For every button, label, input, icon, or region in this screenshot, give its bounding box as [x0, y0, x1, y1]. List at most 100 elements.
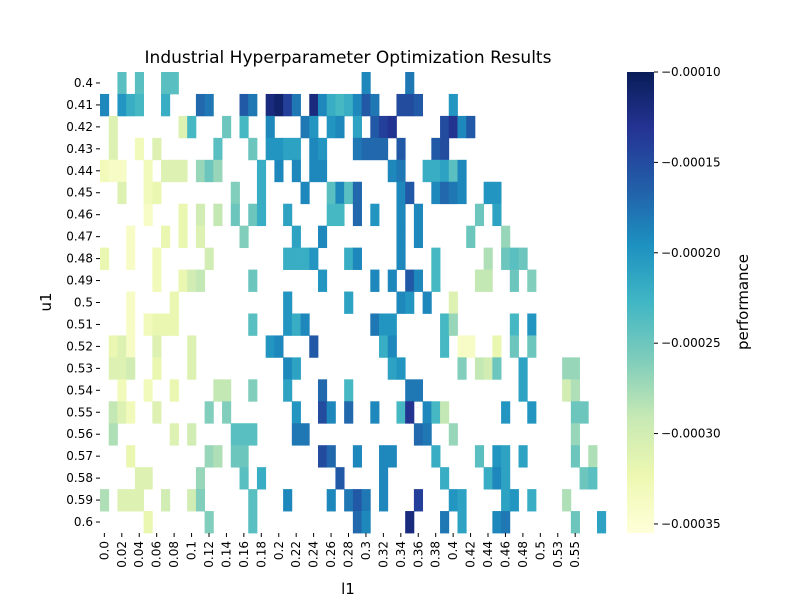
heatmap-cell	[126, 313, 136, 336]
x-tick-label: 0.32	[376, 541, 390, 568]
heatmap-cell	[387, 269, 397, 292]
colorbar-tick-label: −0.00010	[661, 65, 721, 79]
heatmap-cell	[213, 159, 223, 183]
heatmap-cell	[361, 489, 371, 512]
heatmap-cell	[283, 357, 293, 380]
heatmap-cell	[283, 313, 293, 336]
heatmap-cell	[509, 247, 519, 270]
heatmap-cell	[108, 137, 118, 161]
heatmap-cell	[274, 137, 284, 161]
x-tick-label: 0.02	[115, 541, 129, 568]
x-tick-label: 0.22	[289, 541, 303, 568]
heatmap-cell	[431, 269, 441, 292]
heatmap-cell	[152, 313, 162, 336]
heatmap-cell	[256, 203, 267, 227]
heatmap-cell	[239, 445, 249, 468]
heatmap-cell	[326, 401, 336, 424]
x-tick-label: 0.12	[202, 541, 216, 568]
heatmap-cell	[501, 225, 511, 249]
heatmap-cell	[117, 401, 127, 424]
heatmap-cell	[440, 467, 450, 490]
heatmap-cell	[361, 72, 371, 95]
heatmap-cell	[527, 269, 537, 292]
heatmap-cell	[152, 335, 162, 358]
heatmap-cell	[352, 445, 362, 468]
heatmap-cell	[117, 159, 127, 183]
heatmap-cell	[248, 511, 258, 534]
heatmap-cell	[187, 357, 197, 380]
heatmap-cell	[248, 269, 258, 292]
heatmap-cell	[265, 93, 275, 117]
heatmap-cell	[335, 467, 345, 490]
heatmap-cell	[562, 379, 572, 402]
heatmap-cell	[448, 93, 458, 117]
heatmap-cell	[492, 511, 502, 534]
heatmap-cell	[396, 181, 406, 205]
heatmap-cell	[274, 93, 284, 117]
colorbar-tick-label: −0.00020	[661, 246, 721, 260]
heatmap-cell	[222, 401, 232, 424]
heatmap-cell	[239, 115, 249, 139]
heatmap-cell	[230, 423, 240, 446]
heatmap-cell	[501, 489, 511, 512]
heatmap-cell	[178, 159, 188, 183]
heatmap-cell	[588, 467, 598, 490]
heatmap-cell	[317, 401, 328, 424]
heatmap-cell	[431, 445, 441, 468]
heatmap-cell	[161, 489, 171, 512]
heatmap-cell	[457, 115, 467, 139]
heatmap-cell	[213, 203, 223, 227]
heatmap-cell	[143, 511, 153, 534]
y-tick-label: 0.53	[66, 361, 93, 375]
heatmap-cell	[370, 313, 380, 336]
heatmap-cell	[440, 115, 450, 139]
heatmap-cell	[291, 357, 301, 380]
heatmap-cell	[300, 247, 310, 270]
heatmap-cell	[195, 225, 206, 249]
heatmap-cell	[361, 93, 371, 117]
heatmap-cell	[309, 335, 319, 358]
heatmap-cell	[204, 247, 214, 270]
heatmap-cell	[256, 181, 267, 205]
heatmap-cell	[562, 357, 572, 380]
heatmap-cell	[518, 445, 528, 468]
heatmap-cell	[283, 379, 293, 402]
heatmap-cell	[152, 181, 162, 205]
heatmap-cell	[326, 93, 336, 117]
heatmap-cell	[440, 137, 450, 161]
x-tick-label: 0.24	[307, 541, 321, 568]
heatmap-cell	[431, 159, 441, 183]
heatmap-cell	[126, 93, 136, 117]
x-axis-label: l1	[341, 580, 355, 598]
heatmap-cell	[422, 423, 432, 446]
heatmap-cell	[579, 467, 589, 490]
x-tick-label: 0.3	[359, 541, 373, 560]
x-tick-label: 0.2	[272, 541, 286, 560]
heatmap-cell	[152, 357, 162, 380]
heatmap-cell	[239, 467, 249, 490]
heatmap-cell	[352, 93, 362, 117]
heatmap-cell	[492, 335, 502, 358]
y-tick-label: 0.52	[66, 339, 93, 353]
heatmap-cell	[501, 401, 511, 424]
x-axis-ticks: 0.0 0.02 0.04 0.06 0.08 0.1 0.12 0.14 0.16 0.18 0.…	[97, 533, 582, 568]
heatmap-cell	[291, 313, 301, 336]
heatmap-cell	[440, 335, 450, 358]
heatmap-cell	[134, 137, 144, 161]
heatmap-cell	[265, 137, 275, 161]
heatmap-cell	[492, 467, 502, 490]
heatmap-cell	[230, 203, 240, 227]
heatmap-cell	[283, 93, 293, 117]
heatmap-cell	[291, 401, 301, 424]
heatmap-cell	[466, 335, 476, 358]
x-tick-label: 0.08	[167, 541, 181, 568]
heatmap-cell	[413, 225, 424, 249]
heatmap-cell	[126, 225, 136, 249]
y-tick-label: 0.46	[66, 208, 93, 222]
heatmap-cell	[265, 115, 275, 139]
heatmap-cell	[195, 159, 206, 183]
heatmap-cell	[169, 159, 179, 183]
heatmap-cell	[448, 423, 458, 446]
heatmap-cell	[283, 489, 293, 512]
y-axis-label: u1	[37, 292, 55, 311]
